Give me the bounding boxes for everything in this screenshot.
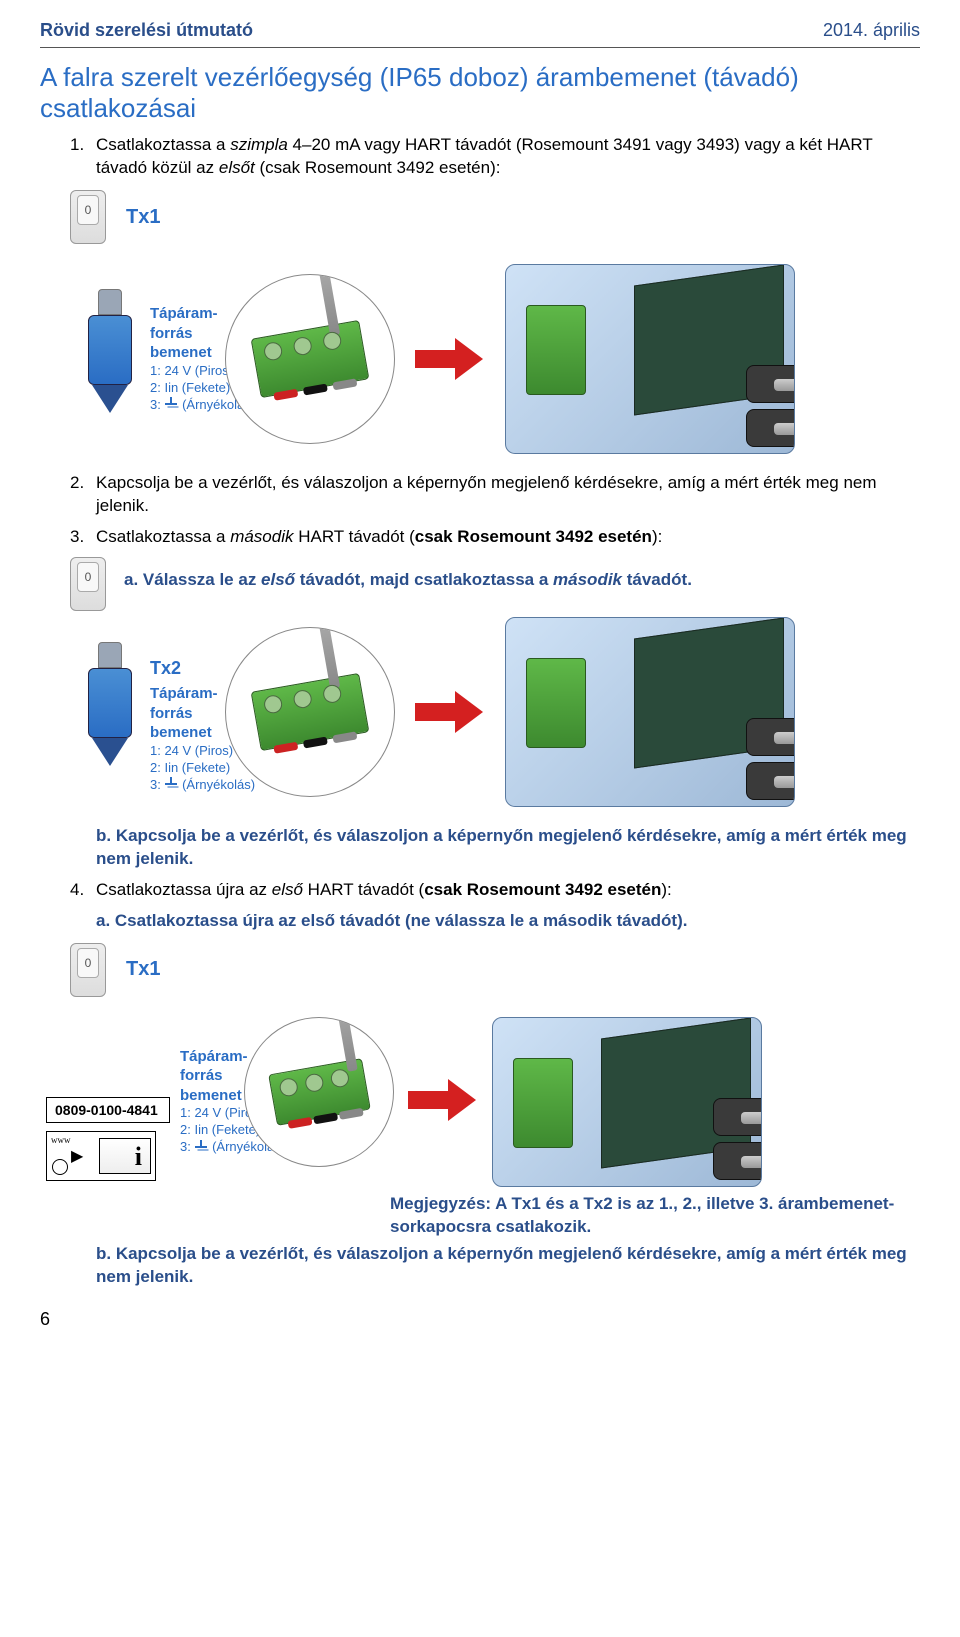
step-2-number: 2. xyxy=(70,472,96,495)
document-header: Rövid szerelési útmutató 2014. április xyxy=(40,20,920,48)
step-3a-row: 0 a. Válassza le az első távadót, majd c… xyxy=(40,557,920,611)
footer-badges: 0809-0100-4841 www ▶ xyxy=(40,1037,170,1181)
manual-reference-icon: www ▶ xyxy=(46,1131,156,1181)
step-4: 4. Csatlakoztassa újra az első HART táva… xyxy=(70,879,920,902)
step-4-number: 4. xyxy=(70,879,96,902)
step-2: 2. Kapcsolja be a vezérlőt, és válaszolj… xyxy=(70,472,920,518)
terminal-closeup-icon xyxy=(244,1017,394,1167)
step-1-number: 1. xyxy=(70,134,96,157)
diagram-1: Tápáram- forrás bemenet 1: 24 V (Piros) … xyxy=(80,264,920,454)
terminal-diagram-1: Tápáram- forrás bemenet 1: 24 V (Piros) … xyxy=(160,274,395,444)
power-switch-icon: 0 xyxy=(70,557,106,611)
terminal-diagram-2: Tx2 Tápáram- forrás bemenet 1: 24 V (Pir… xyxy=(160,627,395,797)
power-switch-icon: 0 xyxy=(70,190,106,244)
device-enclosure-icon xyxy=(505,617,795,807)
transmitter-icon xyxy=(80,642,140,782)
diagram-3-row: 0809-0100-4841 www ▶ Tápáram- forrás bem… xyxy=(40,1017,920,1187)
step-2-text: Kapcsolja be a vezérlőt, és válaszoljon … xyxy=(96,472,920,518)
footer-notes: Megjegyzés: A Tx1 és a Tx2 is az 1., 2.,… xyxy=(390,1193,920,1239)
step-3a-text: a. Válassza le az első távadót, majd csa… xyxy=(124,569,692,592)
step-1-text: Csatlakoztassa a szimpla 4–20 mA vagy HA… xyxy=(96,134,920,180)
step-3b-text: b. Kapcsolja be a vezérlőt, és válaszolj… xyxy=(96,825,920,871)
header-title: Rövid szerelési útmutató xyxy=(40,20,253,41)
tx1-label: Tx1 xyxy=(126,206,160,229)
page-title: A falra szerelt vezérlőegység (IP65 dobo… xyxy=(40,62,920,124)
arrow-icon xyxy=(415,336,485,382)
step-1: 1. Csatlakoztassa a szimpla 4–20 mA vagy… xyxy=(70,134,920,180)
arrow-icon xyxy=(408,1077,478,1123)
ground-icon xyxy=(164,399,178,411)
step-3: 3. Csatlakoztassa a második HART távadót… xyxy=(70,526,920,549)
tx1-label-b: Tx1 xyxy=(126,958,160,981)
ground-icon xyxy=(194,1142,208,1154)
device-enclosure-icon xyxy=(505,264,795,454)
terminal-closeup-icon xyxy=(225,274,395,444)
transmitter-icon xyxy=(80,289,140,429)
step-4a-text: a. Csatlakoztassa újra az első távadót (… xyxy=(96,910,920,933)
power-switch-icon: 0 xyxy=(70,943,106,997)
ground-icon xyxy=(164,779,178,791)
serial-number: 0809-0100-4841 xyxy=(46,1097,170,1123)
step-3-number: 3. xyxy=(70,526,96,549)
step-3-text: Csatlakoztassa a második HART távadót (c… xyxy=(96,526,662,549)
terminal-closeup-icon xyxy=(225,627,395,797)
device-enclosure-icon xyxy=(492,1017,762,1187)
arrow-icon xyxy=(415,689,485,735)
note-line-1: Megjegyzés: A Tx1 és a Tx2 is az 1., 2.,… xyxy=(390,1193,910,1239)
terminal-diagram-3: Tápáram- forrás bemenet 1: 24 V (Piros) … xyxy=(184,1017,394,1187)
note-line-2: b. Kapcsolja be a vezérlőt, és válaszolj… xyxy=(96,1243,920,1289)
diagram-2: Tx2 Tápáram- forrás bemenet 1: 24 V (Pir… xyxy=(80,617,920,807)
page-number: 6 xyxy=(40,1309,920,1330)
power-switch-row-1: 0 Tx1 xyxy=(40,190,920,244)
step-4-text: Csatlakoztassa újra az első HART távadót… xyxy=(96,879,672,902)
device-and-note xyxy=(492,1017,762,1187)
header-date: 2014. április xyxy=(823,20,920,41)
power-switch-row-3: 0 Tx1 xyxy=(40,943,920,997)
